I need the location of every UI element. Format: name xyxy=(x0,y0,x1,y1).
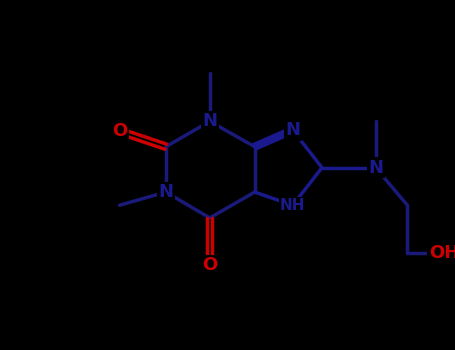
Text: OH: OH xyxy=(429,244,455,262)
Text: N: N xyxy=(158,183,173,201)
Text: NH: NH xyxy=(280,198,305,213)
Text: N: N xyxy=(285,121,300,139)
Text: O: O xyxy=(202,256,217,274)
Text: N: N xyxy=(202,112,217,130)
Text: N: N xyxy=(368,159,383,177)
Text: O: O xyxy=(112,122,127,140)
